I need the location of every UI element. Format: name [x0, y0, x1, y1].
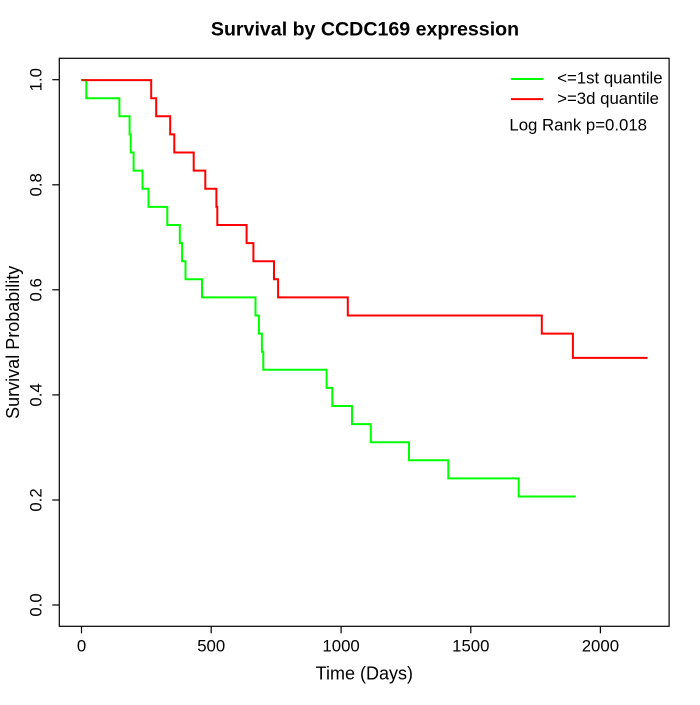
svg-text:0.4: 0.4 — [27, 383, 46, 406]
svg-text:0.0: 0.0 — [27, 593, 46, 616]
svg-text:2000: 2000 — [582, 636, 619, 655]
svg-text:0.8: 0.8 — [27, 173, 46, 196]
svg-text:>=3d quantile: >=3d quantile — [557, 89, 659, 108]
svg-text:<=1st quantile: <=1st quantile — [557, 69, 662, 88]
svg-text:0: 0 — [77, 636, 86, 655]
svg-text:Survival by CCDC169 expression: Survival by CCDC169 expression — [211, 19, 519, 41]
svg-text:1500: 1500 — [452, 636, 489, 655]
svg-text:1.0: 1.0 — [27, 68, 46, 91]
svg-text:500: 500 — [197, 636, 225, 655]
svg-text:0.2: 0.2 — [27, 488, 46, 511]
svg-text:Log Rank p=0.018: Log Rank p=0.018 — [509, 115, 647, 134]
svg-text:0.6: 0.6 — [27, 278, 46, 301]
svg-text:Time (Days): Time (Days) — [316, 664, 413, 684]
svg-text:1000: 1000 — [322, 636, 359, 655]
svg-text:Survival Probability: Survival Probability — [3, 266, 23, 419]
